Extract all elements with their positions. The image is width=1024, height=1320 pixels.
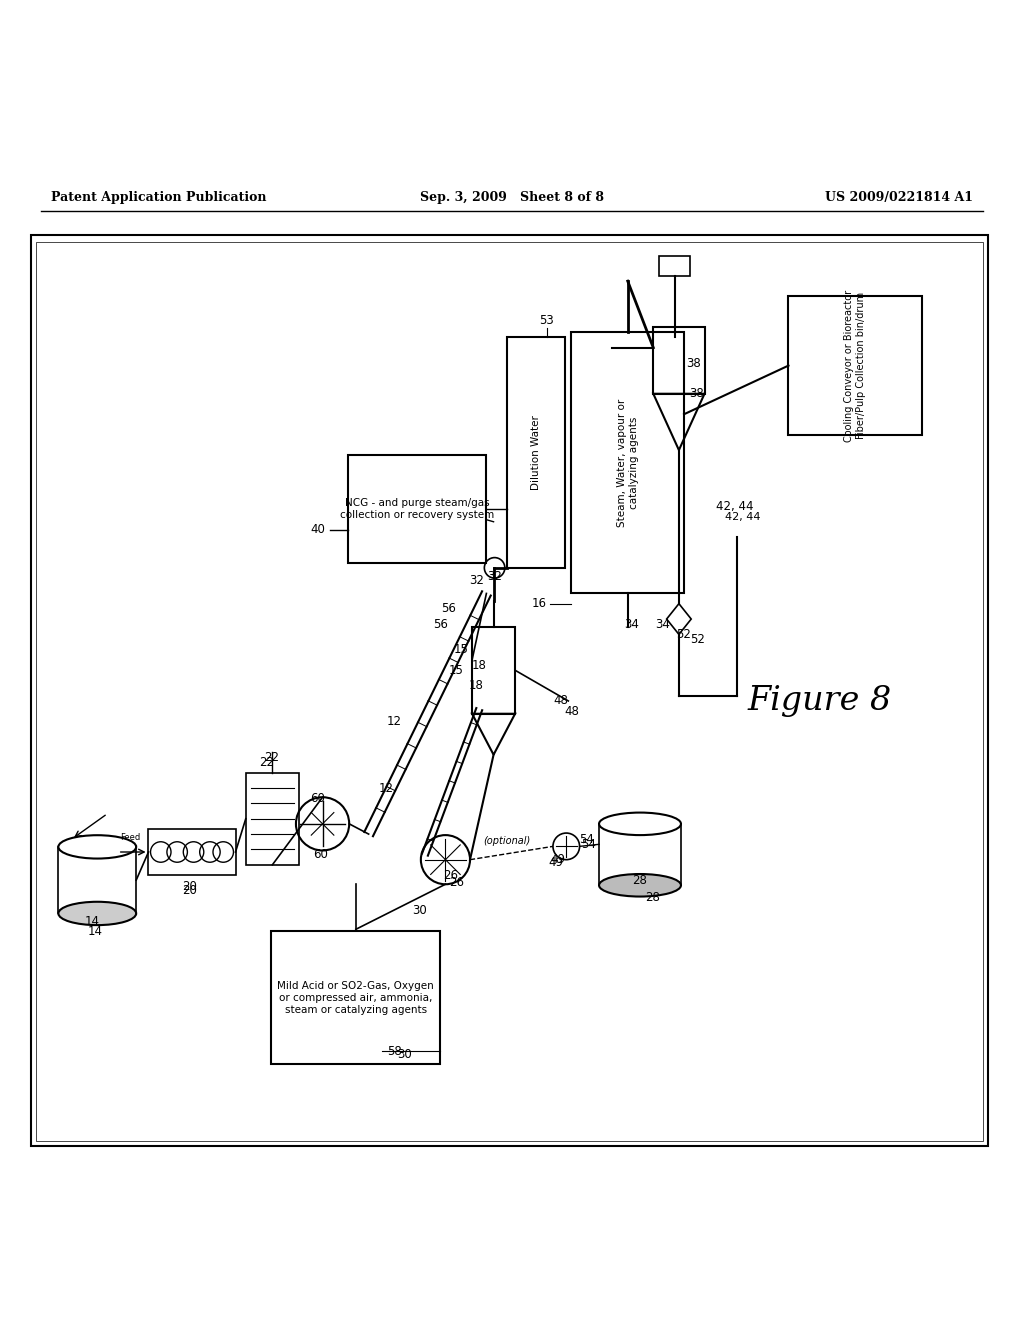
Text: 49: 49	[549, 857, 563, 870]
Text: 42, 44: 42, 44	[725, 512, 760, 521]
Text: Sep. 3, 2009   Sheet 8 of 8: Sep. 3, 2009 Sheet 8 of 8	[420, 190, 604, 203]
Text: 42, 44: 42, 44	[717, 500, 754, 513]
Text: 18: 18	[472, 659, 486, 672]
Text: 28: 28	[645, 891, 659, 904]
Bar	[507, 338, 565, 568]
Text: 38: 38	[686, 356, 700, 370]
Text: 14: 14	[88, 925, 102, 937]
Text: Mild Acid or SO2-Gas, Oxygen
or compressed air, ammonia,
steam or catalyzing age: Mild Acid or SO2-Gas, Oxygen or compress…	[278, 981, 434, 1015]
Text: 22: 22	[264, 751, 279, 764]
Text: 32: 32	[487, 569, 502, 582]
Text: Steam, Water, vapour or
catalyzing agents: Steam, Water, vapour or catalyzing agent…	[616, 399, 639, 527]
Text: 54: 54	[582, 838, 596, 851]
Text: 32: 32	[469, 574, 483, 586]
Text: Dilution Water: Dilution Water	[531, 416, 541, 490]
Text: 56: 56	[441, 602, 456, 615]
Text: 16: 16	[532, 597, 547, 610]
Text: 60: 60	[310, 792, 325, 805]
Text: 53: 53	[540, 314, 554, 326]
Text: 60: 60	[313, 847, 328, 861]
Text: 54: 54	[580, 833, 594, 846]
Bar	[788, 297, 922, 434]
Bar	[472, 627, 515, 714]
Text: 14: 14	[85, 915, 99, 928]
Text: 20: 20	[182, 884, 197, 896]
Text: 30: 30	[413, 904, 427, 917]
Text: 34: 34	[625, 618, 639, 631]
Ellipse shape	[599, 874, 681, 896]
Text: 18: 18	[469, 678, 483, 692]
Bar	[348, 455, 486, 562]
Bar	[246, 772, 299, 865]
Text: 28: 28	[633, 874, 647, 887]
Text: 56: 56	[433, 618, 447, 631]
Polygon shape	[667, 603, 691, 635]
Text: 48: 48	[554, 694, 568, 708]
Bar	[659, 256, 690, 276]
Ellipse shape	[58, 902, 136, 925]
Text: 15: 15	[454, 643, 468, 656]
Bar	[571, 333, 684, 594]
Text: 34: 34	[655, 618, 670, 631]
Text: 58: 58	[387, 1044, 401, 1057]
Text: 26: 26	[443, 869, 458, 882]
Bar	[271, 932, 440, 1064]
Text: 40: 40	[310, 524, 325, 536]
Bar	[36, 242, 983, 1142]
Text: NCG - and purge steam/gas
collection or recovery system: NCG - and purge steam/gas collection or …	[340, 498, 495, 520]
Text: 22: 22	[259, 756, 273, 768]
Bar	[148, 829, 236, 875]
Text: US 2009/0221814 A1: US 2009/0221814 A1	[824, 190, 973, 203]
Text: 52: 52	[690, 634, 705, 645]
Text: 12: 12	[379, 781, 393, 795]
Text: Feed: Feed	[120, 833, 140, 842]
Text: 30: 30	[397, 1048, 412, 1061]
Text: 12: 12	[387, 715, 401, 727]
Bar	[653, 327, 705, 393]
Text: Patent Application Publication: Patent Application Publication	[51, 190, 266, 203]
Text: 26: 26	[450, 875, 464, 888]
Text: 48: 48	[564, 705, 579, 718]
Text: 15: 15	[449, 664, 463, 677]
Text: 38: 38	[689, 387, 703, 400]
Text: Figure 8: Figure 8	[748, 685, 891, 717]
Text: 49: 49	[551, 853, 565, 866]
Text: (optional): (optional)	[483, 837, 530, 846]
Text: Cooling Conveyor or Bioreactor
Fiber/Pulp Collection bin/drum: Cooling Conveyor or Bioreactor Fiber/Pul…	[844, 289, 866, 442]
Text: 52: 52	[677, 628, 691, 642]
Bar	[31, 235, 988, 1146]
Text: 20: 20	[182, 880, 197, 892]
